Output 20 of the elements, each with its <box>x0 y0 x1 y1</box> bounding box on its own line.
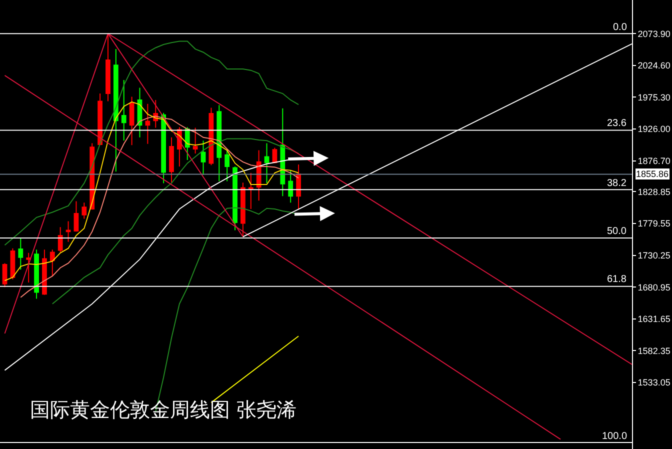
annotation: 38.2 <box>607 178 627 189</box>
y-tick-label: 1876.70 <box>638 156 670 166</box>
y-tick-label: 1926.00 <box>638 124 670 134</box>
y-tick-label: 1975.30 <box>638 92 670 102</box>
annotation: 50.0 <box>607 226 627 237</box>
text: 国际黄金伦敦金周线图 张尧浠 <box>30 397 297 422</box>
y-tick-label: 1828.85 <box>638 186 670 197</box>
y-tick-label: 1533.05 <box>638 378 670 388</box>
annotation: 61.8 <box>607 274 627 285</box>
y-tick-label: 1779.55 <box>638 218 670 229</box>
y-tick-label: 2024.60 <box>638 60 670 71</box>
y-tick-label: 1631.65 <box>638 314 670 324</box>
annotation: 0.0 <box>613 22 628 33</box>
y-tick-label: 1680.95 <box>638 282 670 292</box>
y-tick-label: 1730.25 <box>638 250 670 260</box>
annotation: 100.0 <box>602 431 628 442</box>
y-tick-label: 1582.35 <box>638 346 670 356</box>
annotation: 23.6 <box>607 118 627 129</box>
y-tick-label: 2073.90 <box>638 28 670 39</box>
ref-line-label: 1855.86 <box>636 169 669 179</box>
